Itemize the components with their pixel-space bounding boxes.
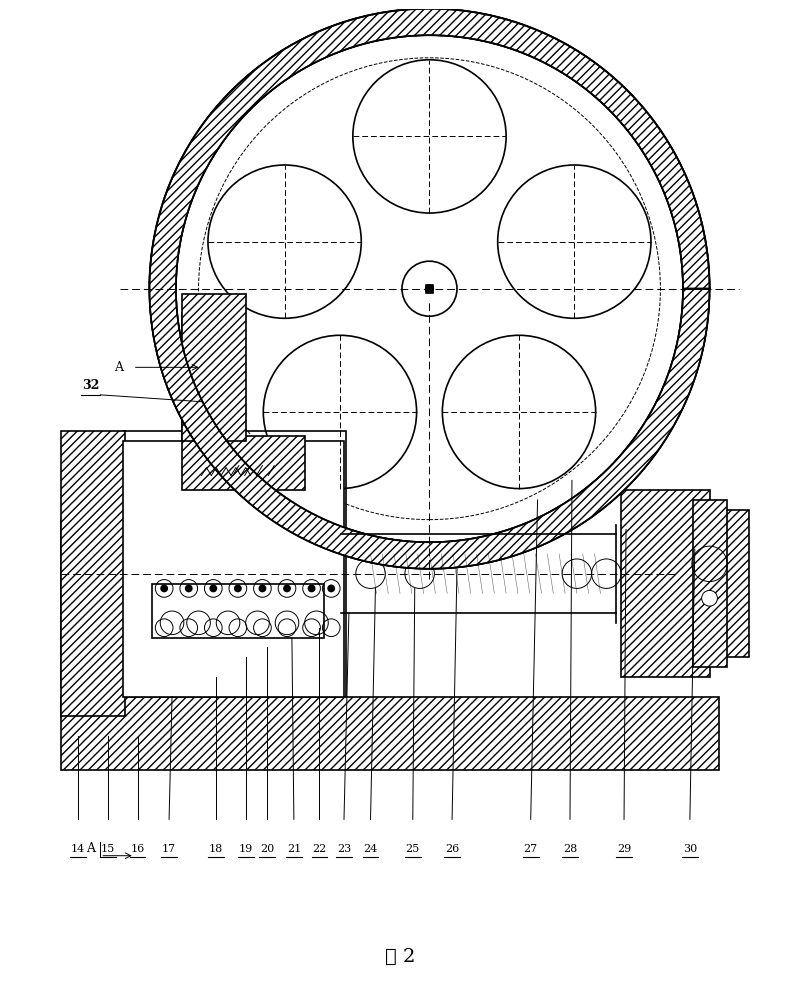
Circle shape: [283, 585, 291, 593]
Bar: [123, 431, 346, 717]
Bar: [710, 510, 749, 658]
Bar: [182, 436, 305, 490]
Circle shape: [702, 591, 718, 606]
Text: 26: 26: [445, 844, 459, 854]
Text: 16: 16: [130, 844, 145, 854]
Bar: [61, 431, 125, 717]
Text: 27: 27: [524, 844, 538, 854]
Circle shape: [258, 585, 266, 593]
Text: 图 2: 图 2: [385, 948, 415, 966]
Text: 28: 28: [563, 844, 577, 854]
Circle shape: [210, 585, 218, 593]
Circle shape: [234, 585, 242, 593]
Bar: [693, 500, 727, 667]
Bar: [61, 520, 123, 687]
Text: 32: 32: [82, 379, 99, 392]
Circle shape: [185, 585, 193, 593]
Text: 19: 19: [238, 844, 253, 854]
Bar: [61, 697, 719, 770]
Text: 30: 30: [682, 844, 697, 854]
Text: 15: 15: [101, 844, 115, 854]
Text: A: A: [114, 361, 123, 374]
Text: A: A: [86, 842, 95, 855]
Bar: [197, 382, 206, 390]
Text: 23: 23: [337, 844, 351, 854]
Bar: [182, 313, 241, 441]
Bar: [123, 441, 344, 697]
Circle shape: [426, 284, 434, 292]
Text: 21: 21: [286, 844, 301, 854]
Text: 17: 17: [162, 844, 176, 854]
Bar: [182, 293, 246, 441]
Bar: [194, 390, 210, 411]
Text: 25: 25: [406, 844, 420, 854]
Bar: [426, 284, 434, 292]
Bar: [152, 584, 324, 638]
Text: 18: 18: [209, 844, 223, 854]
Circle shape: [308, 585, 315, 593]
Circle shape: [160, 585, 168, 593]
Polygon shape: [150, 9, 710, 569]
Text: 20: 20: [260, 844, 274, 854]
Text: 29: 29: [617, 844, 631, 854]
Text: 24: 24: [363, 844, 378, 854]
Bar: [621, 490, 710, 677]
Text: 22: 22: [312, 844, 326, 854]
Circle shape: [327, 585, 335, 593]
Text: 14: 14: [70, 844, 85, 854]
